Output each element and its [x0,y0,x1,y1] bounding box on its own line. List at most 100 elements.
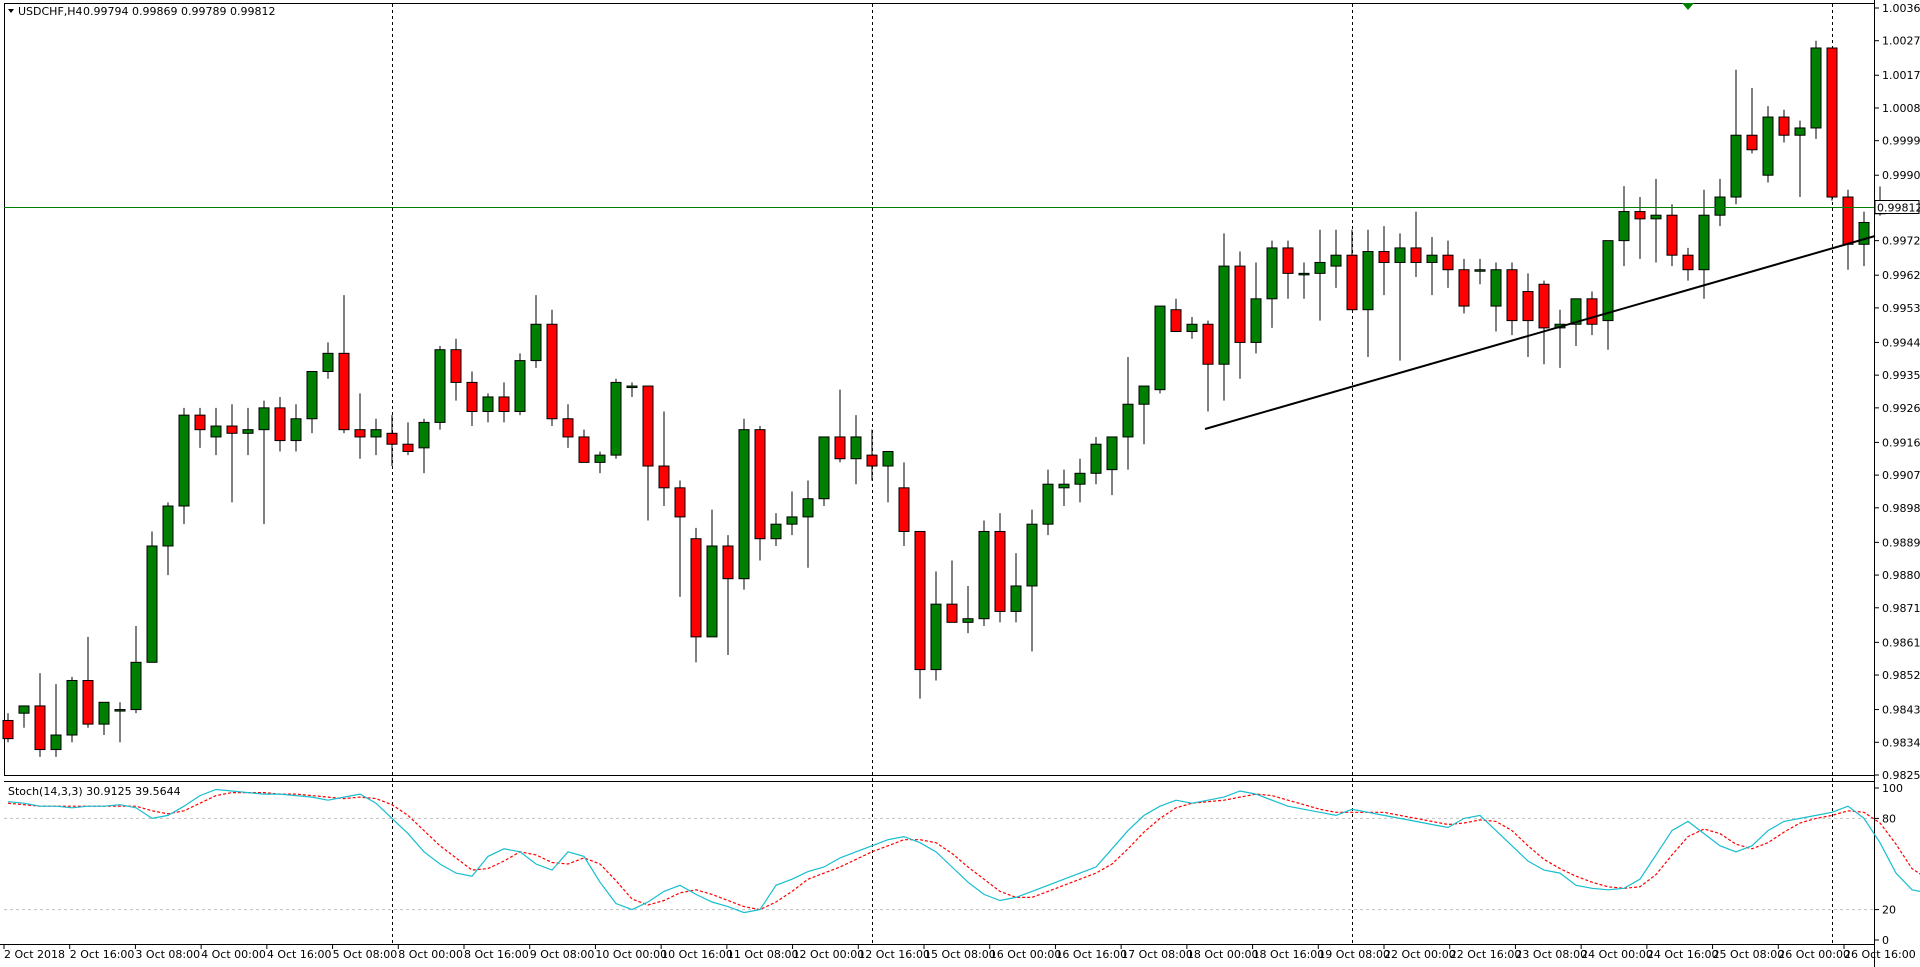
candle [882,450,894,503]
candle [1778,109,1790,143]
candle-body [1794,127,1806,136]
support-trendline[interactable] [1204,235,1876,430]
candle [1314,229,1326,321]
time-tick-label: 17 Oct 08:00 [1121,948,1193,961]
candle [1026,509,1038,652]
candle-body [258,407,270,431]
time-tick-label: 24 Oct 00:00 [1581,948,1653,961]
time-tick-label: 10 Oct 00:00 [595,948,667,961]
candle-body [66,679,78,736]
candle [162,502,174,576]
price-tick-label: 0.99165 [1882,436,1920,449]
candle-body [882,450,894,467]
candle [1522,273,1534,357]
time-tick-label: 16 Oct 16:00 [1055,948,1127,961]
candle [1170,298,1182,333]
candle [434,346,446,430]
candle-body [946,603,958,623]
candle [1122,356,1134,470]
candle-body [98,701,110,725]
candle [1794,120,1806,198]
down-arrow-icon [1682,3,1694,10]
candle-body [178,414,190,507]
candle [1698,189,1710,299]
candle-body [1602,240,1614,322]
candle [1810,40,1822,139]
candle-body [1634,211,1646,220]
candle [242,407,254,456]
time-tick-label: 3 Oct 08:00 [135,948,200,961]
stoch-main-line [7,788,1920,914]
time-tick-label: 26 Oct 16:00 [1844,948,1916,961]
time-tick-label: 12 Oct 00:00 [793,948,865,961]
candle [1762,106,1774,183]
candle-body [1458,269,1470,307]
candle [370,418,382,456]
candle-body [194,414,206,431]
candle [1634,197,1646,259]
candle-body [1346,254,1358,311]
candle-body [1826,47,1838,198]
candle-body [1698,214,1710,271]
candle-body [1298,272,1310,276]
candle [610,378,622,459]
candle [1442,240,1454,288]
candle-body [1362,251,1374,311]
candle [1506,262,1518,336]
candle-body [1426,254,1438,263]
candle [1010,553,1022,623]
candle [818,436,830,507]
candle [322,342,334,379]
candle [962,585,974,634]
candle [754,426,766,561]
candle-body [1218,265,1230,365]
candle [930,571,942,681]
candle [850,415,862,485]
candle-body [226,425,238,434]
candle [994,513,1006,623]
candle [946,560,958,623]
candle-body [978,530,990,620]
candle [1058,469,1070,507]
price-tick-label: 1.00360 [1882,2,1920,15]
candle [1394,233,1406,361]
candle [1042,469,1054,536]
candle [1282,240,1294,299]
time-tick-label: 22 Oct 00:00 [1384,948,1456,961]
price-tick-label: 1.00175 [1882,69,1920,82]
current-price-label: 0.99812 [1877,202,1920,215]
candle-body [1170,309,1182,333]
candle-body [1058,483,1070,489]
chevron-down-icon[interactable] [8,9,14,13]
candle-body [818,436,830,500]
candle [1714,178,1726,227]
candle-body [1026,523,1038,587]
candle-body [1202,323,1214,365]
candle [1378,226,1390,296]
candle [1330,229,1342,288]
candle [482,393,494,423]
candle [594,451,606,474]
candle-body [1730,134,1742,198]
candle [722,535,734,656]
candle [1842,189,1854,270]
time-tick-label: 16 Oct 00:00 [990,948,1062,961]
symbol-timeframe: USDCHF,H4 [18,5,83,18]
candle [1538,280,1550,365]
candle [338,295,350,434]
candle-body [354,429,366,438]
candle-body [482,396,494,412]
stoch-tick-label: 100 [1882,782,1903,795]
candle [530,295,542,368]
candle [1186,316,1198,339]
candle [98,701,110,736]
candle [1346,229,1358,311]
candle [1298,262,1310,299]
time-tick-label: 19 Oct 08:00 [1318,948,1390,961]
candle-body [338,352,350,431]
candle [1234,251,1246,379]
stochastic-label: Stoch(14,3,3) 30.9125 39.5644 [8,785,181,798]
